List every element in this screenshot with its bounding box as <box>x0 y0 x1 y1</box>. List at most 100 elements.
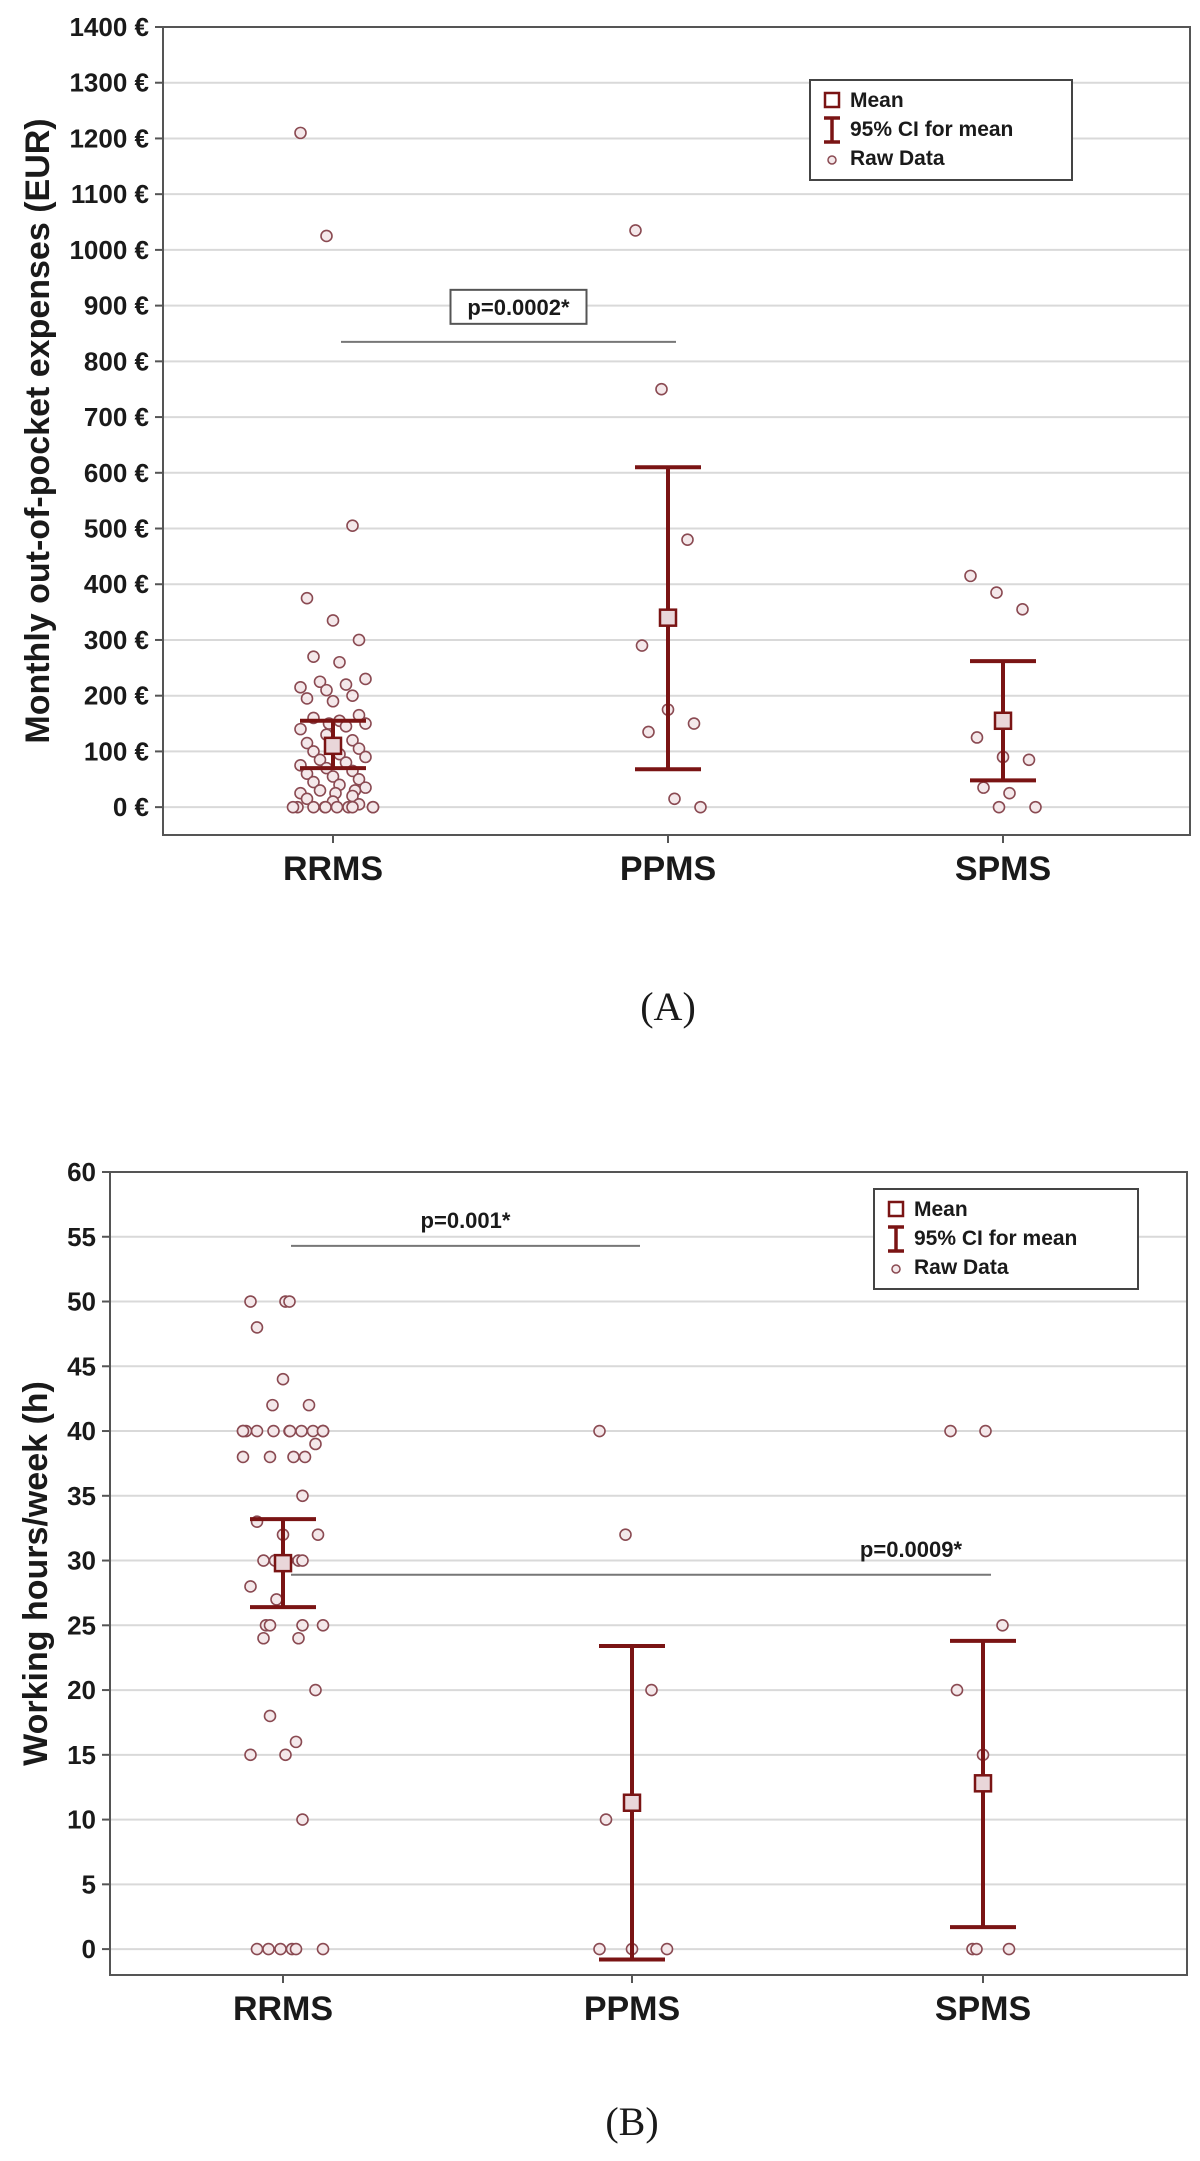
chart-a-y-tick-label: 600 € <box>84 458 149 488</box>
chart-b-raw-data-point <box>944 1424 957 1438</box>
chart-a-raw-data-point <box>346 689 359 702</box>
chart-b-raw-data-point <box>236 1450 250 1464</box>
chart-a-raw-data-point <box>1029 800 1042 814</box>
chart-b-y-tick-label: 55 <box>67 1222 96 1252</box>
chart-a-raw-data-point <box>320 683 333 697</box>
chart-b-x-tick-label-spms: SPMS <box>935 1990 1031 2028</box>
chart-b-plot-area: 0 5 10 15 20 25 30 35 40 45 50 55 60 RRMS PPMS SPMS p=0.… <box>67 1157 1188 2028</box>
chart-b-raw-data-point <box>283 1295 296 1308</box>
chart-b-raw-data-point <box>244 1580 257 1593</box>
chart-b-mean-marker <box>622 1793 642 1812</box>
chart-b-x-tick-label-ppms: PPMS <box>584 1990 680 2028</box>
chart-b-p-value-annotation: p=0.0009* <box>860 1537 963 1562</box>
chart-a-raw-data-point <box>346 800 359 814</box>
chart-a-raw-data-point <box>359 781 372 794</box>
chart-b-raw-data-point <box>244 1295 257 1308</box>
chart-a-raw-data-point <box>1022 753 1036 767</box>
chart-b-legend-entry: Raw Data <box>914 1256 1009 1279</box>
chart-a-raw-data-point <box>330 800 344 814</box>
chart-b-raw-data-point <box>298 1450 312 1464</box>
chart-a-raw-data-point <box>286 800 300 814</box>
chart-a-mean-marker <box>658 608 678 627</box>
chart-b-y-tick-label: 10 <box>67 1805 96 1835</box>
chart-b-raw-data-point <box>292 1631 305 1645</box>
chart-a-raw-data-point <box>294 126 307 140</box>
chart-a-legend-entry: Mean <box>850 89 904 112</box>
chart-a-raw-data-point <box>346 519 359 533</box>
chart-b-y-tick-label: 45 <box>67 1351 96 1381</box>
chart-a-y-tick-label: 800 € <box>84 346 149 376</box>
chart-b-raw-data-point <box>645 1683 658 1697</box>
chart-a-raw-data-point <box>319 800 332 814</box>
chart-a-raw-data-point <box>655 382 668 396</box>
chart-a-mean-marker <box>323 736 343 756</box>
chart-b-y-tick-label: 40 <box>67 1416 96 1446</box>
chart-a-legend-entry: 95% CI for mean <box>850 118 1013 141</box>
chart-b-y-tick-label: 0 <box>82 1934 96 1964</box>
chart-b-raw-data-point <box>250 1321 264 1334</box>
chart-a-raw-data-point <box>1003 786 1016 800</box>
chart-a-y-axis-label: Monthly out-of-pocket expenses (EUR) <box>19 118 57 743</box>
chart-a-raw-data-point <box>313 753 327 767</box>
chart-b-raw-data-point <box>996 1619 1009 1632</box>
chart-a-raw-data-point <box>326 694 340 708</box>
chart-b-y-axis-label: Working hours/week (h) <box>17 1381 55 1766</box>
chart-b-raw-data-point <box>311 1528 325 1541</box>
chart-a-y-tick-label: 200 € <box>84 681 149 711</box>
chart-a-mean-marker <box>993 711 1013 731</box>
chart-a-y-tick-label: 400 € <box>84 569 149 599</box>
chart-b-raw-data-point <box>979 1424 992 1438</box>
chart-a-legend: Mean 95% CI for mean Raw Data <box>809 79 1073 181</box>
chart-b-y-tick-label: 30 <box>67 1546 96 1576</box>
chart-a-raw-data-point <box>333 655 346 669</box>
chart-a-raw-data-point <box>300 692 314 705</box>
chart-a-y-tick-label: 100 € <box>84 736 149 766</box>
chart-a-panel-label: (A) <box>640 984 696 1029</box>
chart-b-legend-mean-icon <box>887 1200 905 1218</box>
chart-a-raw-data-point <box>307 800 320 814</box>
chart-b-raw-data-point <box>599 1813 613 1826</box>
chart-a-raw-data-point <box>294 722 307 736</box>
chart-a-raw-data-point <box>352 772 366 786</box>
chart-b-y-tick-label: 15 <box>67 1740 96 1770</box>
chart-b-plot-frame <box>109 1171 1188 1976</box>
chart-b-raw-data-point <box>593 1424 606 1438</box>
chart-b-legend-entry: 95% CI for mean <box>914 1227 1077 1250</box>
chart-b-legend-box <box>873 1188 1139 1290</box>
chart-b-raw-data-point <box>950 1683 964 1697</box>
chart-a-raw-data-point <box>326 770 340 783</box>
chart-b-raw-data-point <box>296 1619 309 1632</box>
chart-a-raw-data-point <box>307 650 320 663</box>
chart-b-y-tick-label: 50 <box>67 1287 96 1317</box>
chart-b-raw-data-point <box>270 1593 283 1606</box>
chart-b-raw-data-point <box>309 1437 322 1451</box>
chart-b-y-tick-label: 20 <box>67 1675 96 1705</box>
chart-a-raw-data-point <box>320 229 333 243</box>
chart-a-raw-data-point <box>326 614 340 627</box>
chart-a-y-tick-label: 1100 € <box>71 179 149 209</box>
chart-b-legend-entry: Mean <box>914 1198 968 1221</box>
chart-b-raw-data-point <box>263 1619 277 1632</box>
chart-a-raw-data-point <box>300 736 314 750</box>
chart-a-raw-data-point <box>359 672 372 686</box>
chart-b-raw-data-point <box>267 1424 280 1438</box>
chart-b-raw-data-point <box>289 1942 303 1956</box>
chart-a-raw-data-point <box>313 675 327 689</box>
chart-b-raw-data-point <box>266 1398 279 1412</box>
chart-b-y-tick-label: 5 <box>82 1869 96 1899</box>
chart-a-raw-data-point <box>642 725 655 739</box>
chart-b-raw-data-point <box>257 1631 270 1645</box>
chart-a-raw-data-point <box>307 745 320 758</box>
chart-a-raw-data-point <box>313 784 327 797</box>
chart-b-raw-data-point <box>316 1942 330 1956</box>
chart-b-raw-data-point <box>295 1424 308 1438</box>
chart-b-mean-marker <box>973 1774 993 1793</box>
chart-b-raw-data-point <box>274 1942 287 1956</box>
chart-b-raw-data-point <box>302 1398 316 1412</box>
chart-a-raw-data-point <box>629 224 642 237</box>
chart-a-raw-data-point <box>668 792 681 806</box>
chart-b: 0 5 10 15 20 25 30 35 40 45 50 55 60 RRMS PPMS SPMS p=0.… <box>17 1157 1188 2144</box>
chart-a-raw-data-point <box>992 800 1006 814</box>
chart-b-raw-data-point <box>289 1735 303 1749</box>
chart-a-raw-data-point <box>366 800 380 814</box>
